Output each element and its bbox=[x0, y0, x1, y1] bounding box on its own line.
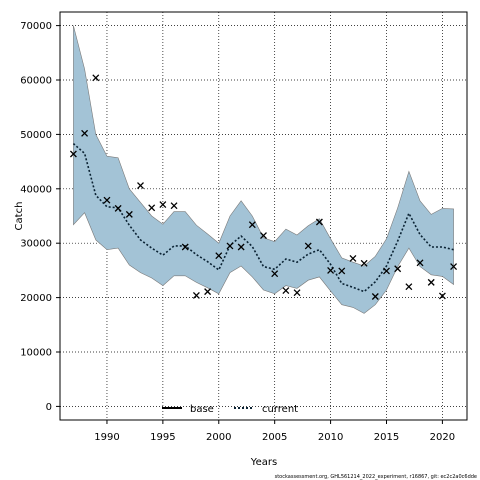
y-tick-label: 60000 bbox=[20, 76, 52, 87]
y-tick-label: 30000 bbox=[20, 239, 52, 250]
observed-points-group bbox=[69, 74, 458, 300]
observed-point bbox=[327, 266, 335, 274]
observed-point bbox=[81, 129, 89, 137]
observed-point bbox=[237, 243, 245, 251]
observed-point-stroke bbox=[371, 293, 379, 300]
observed-point bbox=[69, 150, 77, 158]
legend-base-label: base bbox=[190, 404, 214, 415]
observed-point-stroke bbox=[170, 202, 178, 210]
observed-point-stroke bbox=[226, 242, 234, 250]
observed-point bbox=[349, 254, 357, 262]
observed-point bbox=[450, 263, 458, 271]
x-tick-label: 2005 bbox=[262, 432, 287, 443]
y-tick-label: 10000 bbox=[20, 348, 52, 359]
observed-point bbox=[159, 201, 167, 209]
observed-point-stroke bbox=[148, 204, 156, 212]
observed-point-stroke bbox=[248, 221, 256, 229]
observed-point-stroke bbox=[450, 263, 458, 271]
observed-point-stroke bbox=[260, 232, 267, 240]
observed-point bbox=[170, 202, 178, 210]
observed-point-stroke bbox=[92, 74, 100, 82]
observed-point bbox=[293, 289, 301, 297]
footnote: stockassessment.org, GHL561214_2022_expe… bbox=[275, 474, 477, 480]
observed-point bbox=[271, 270, 279, 278]
observed-point bbox=[92, 74, 100, 82]
observed-point bbox=[125, 210, 133, 218]
observed-point-stroke bbox=[327, 266, 335, 274]
observed-point-stroke bbox=[125, 210, 133, 218]
observed-point-stroke bbox=[81, 129, 89, 137]
legend-current-label: current bbox=[262, 404, 298, 415]
observed-point-stroke bbox=[416, 259, 424, 267]
observed-point-stroke bbox=[137, 182, 144, 189]
observed-point-stroke bbox=[338, 267, 346, 275]
observed-point-stroke bbox=[69, 150, 77, 158]
y-tick-label: 50000 bbox=[20, 130, 52, 141]
observed-point bbox=[215, 252, 223, 260]
observed-point-stroke bbox=[304, 242, 312, 250]
observed-point-stroke bbox=[192, 291, 200, 299]
observed-point bbox=[192, 291, 200, 299]
observed-point bbox=[416, 259, 424, 267]
x-tick-label: 1990 bbox=[94, 432, 119, 443]
observed-point bbox=[137, 182, 144, 189]
observed-point bbox=[181, 243, 189, 251]
observed-point-stroke bbox=[383, 267, 390, 275]
observed-point bbox=[103, 196, 111, 204]
observed-point bbox=[438, 292, 446, 300]
observed-point-stroke bbox=[349, 254, 357, 262]
confidence-band-group bbox=[73, 25, 454, 314]
observed-point bbox=[405, 283, 413, 291]
confidence-band bbox=[73, 25, 454, 314]
x-tick-label: 2000 bbox=[206, 432, 231, 443]
observed-point bbox=[338, 267, 346, 275]
x-tick-label: 2015 bbox=[374, 432, 399, 443]
observed-point-stroke bbox=[315, 218, 323, 226]
observed-point-stroke bbox=[237, 243, 245, 251]
observed-point bbox=[248, 221, 256, 229]
observed-point-stroke bbox=[438, 292, 446, 300]
y-tick-label: 20000 bbox=[20, 293, 52, 304]
observed-point-stroke bbox=[181, 243, 189, 251]
legend: base current bbox=[162, 404, 298, 415]
observed-point-stroke bbox=[271, 270, 279, 278]
observed-point bbox=[260, 232, 267, 240]
observed-point bbox=[383, 267, 390, 275]
x-tick-label: 1995 bbox=[150, 432, 175, 443]
x-tick-label: 2020 bbox=[430, 432, 455, 443]
observed-point-stroke bbox=[360, 259, 368, 267]
observed-point bbox=[427, 278, 435, 286]
observed-point-stroke bbox=[114, 204, 122, 212]
observed-point-stroke bbox=[282, 287, 290, 294]
y-tick-label: 40000 bbox=[20, 184, 52, 195]
y-tick-label: 0 bbox=[46, 402, 52, 413]
observed-point-stroke bbox=[405, 283, 413, 291]
observed-point-stroke bbox=[394, 265, 402, 273]
observed-point-stroke bbox=[215, 252, 223, 260]
observed-point bbox=[360, 259, 368, 267]
y-axis-ticks: 0 10000 20000 30000 40000 50000 60000 70000 bbox=[20, 21, 60, 413]
observed-point bbox=[394, 265, 402, 273]
plot-frame bbox=[59, 11, 468, 421]
x-axis-title: Years bbox=[250, 457, 277, 468]
observed-point bbox=[148, 204, 156, 212]
observed-point bbox=[315, 218, 323, 226]
observed-point bbox=[114, 204, 122, 212]
x-axis-ticks: 1990 1995 2000 2005 2010 2015 2020 bbox=[94, 420, 455, 443]
y-tick-label: 70000 bbox=[20, 21, 52, 32]
observed-point bbox=[226, 242, 234, 250]
observed-point-stroke bbox=[159, 201, 167, 209]
observed-point bbox=[304, 242, 312, 250]
observed-point bbox=[204, 288, 212, 296]
observed-point bbox=[371, 293, 379, 300]
observed-point bbox=[282, 287, 290, 294]
x-tick-label: 2010 bbox=[318, 432, 343, 443]
observed-point-stroke bbox=[103, 196, 111, 204]
observed-point-stroke bbox=[204, 288, 212, 296]
observed-point-stroke bbox=[293, 289, 301, 297]
observed-point-stroke bbox=[427, 278, 435, 286]
y-axis-title: Catch bbox=[14, 202, 25, 231]
